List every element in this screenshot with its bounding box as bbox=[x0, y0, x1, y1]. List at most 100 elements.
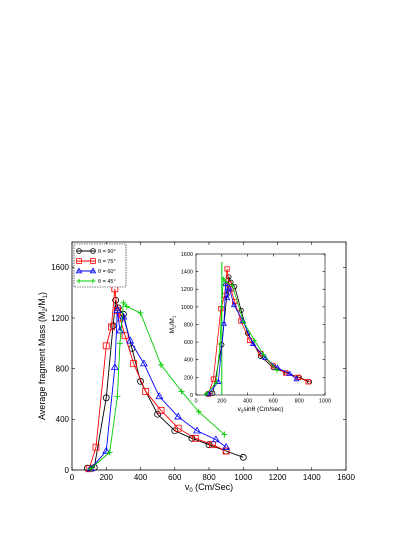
data-point bbox=[158, 361, 165, 368]
data-point bbox=[178, 388, 185, 395]
legend-label: θ = 90° bbox=[98, 249, 116, 255]
data-point bbox=[174, 412, 183, 420]
data-point bbox=[220, 320, 228, 326]
data-point bbox=[213, 380, 219, 385]
data-point bbox=[107, 323, 115, 331]
data-point bbox=[286, 370, 293, 376]
x-tick-label: 800 bbox=[202, 473, 216, 482]
legend-marker bbox=[89, 267, 97, 274]
data-point bbox=[102, 394, 110, 402]
data-point bbox=[241, 319, 246, 325]
data-point bbox=[191, 434, 199, 442]
data-point bbox=[120, 299, 127, 306]
data-point bbox=[106, 449, 113, 456]
y-tick-label: 1200 bbox=[181, 287, 193, 293]
y-tick-label: 1000 bbox=[181, 305, 193, 311]
legend-marker bbox=[90, 278, 96, 284]
y-tick-label: 400 bbox=[56, 415, 70, 424]
data-point bbox=[195, 408, 202, 415]
legend-marker bbox=[76, 278, 82, 284]
inset-chart: 0 200 400 600 800 1000 0 200 400 600 800 1000 1200 14… bbox=[169, 252, 331, 414]
data-point bbox=[155, 392, 164, 400]
data-point bbox=[239, 317, 247, 324]
series-line bbox=[90, 310, 227, 470]
data-point bbox=[249, 340, 257, 346]
x-tick-label: 1600 bbox=[337, 473, 355, 482]
x-tick-label: 0 bbox=[70, 473, 75, 482]
data-point bbox=[109, 322, 117, 330]
legend-label: θ = 75° bbox=[98, 259, 116, 265]
data-point bbox=[222, 279, 228, 284]
data-point bbox=[224, 294, 231, 301]
data-point bbox=[119, 312, 128, 320]
data-point bbox=[115, 326, 124, 334]
data-point bbox=[228, 286, 234, 292]
x-tick-label: 600 bbox=[168, 473, 182, 482]
legend-marker bbox=[76, 248, 82, 254]
series-line bbox=[87, 300, 244, 469]
data-point bbox=[102, 446, 111, 454]
x-tick-label: 1200 bbox=[269, 473, 287, 482]
legend-marker bbox=[75, 267, 83, 274]
data-point bbox=[123, 303, 130, 310]
y-tick-label: 800 bbox=[184, 322, 193, 328]
data-point bbox=[203, 391, 209, 397]
main-series bbox=[84, 285, 247, 473]
y-tick-label: 800 bbox=[56, 364, 70, 373]
x-tick-label: 0 bbox=[194, 399, 197, 405]
x-tick-label: 600 bbox=[269, 399, 278, 405]
data-point bbox=[217, 341, 223, 347]
x-tick-label: 400 bbox=[243, 399, 252, 405]
series-line bbox=[207, 283, 297, 395]
y-tick-label: 0 bbox=[190, 393, 193, 399]
inset-series bbox=[203, 262, 313, 397]
data-point bbox=[87, 465, 94, 472]
legend-marker bbox=[90, 248, 96, 254]
series-2 bbox=[85, 285, 230, 473]
y-tick-label: 1600 bbox=[51, 263, 69, 272]
data-point bbox=[222, 447, 230, 455]
data-point bbox=[252, 338, 257, 343]
data-point bbox=[215, 378, 222, 384]
data-point bbox=[226, 285, 233, 291]
legend-marker bbox=[76, 258, 82, 264]
y-tick-label: 1200 bbox=[51, 314, 69, 323]
data-point bbox=[126, 336, 135, 344]
legend-label: θ = 45° bbox=[98, 279, 116, 285]
data-point bbox=[137, 377, 144, 385]
data-point bbox=[116, 340, 123, 347]
data-point bbox=[113, 306, 122, 314]
inset-plot-frame bbox=[195, 253, 326, 396]
series-4 bbox=[203, 276, 280, 397]
data-point bbox=[219, 304, 224, 310]
data-point bbox=[110, 363, 119, 371]
series-4 bbox=[87, 299, 228, 472]
data-point bbox=[137, 309, 144, 316]
legend-marker bbox=[90, 258, 96, 264]
data-point bbox=[139, 359, 148, 367]
data-point bbox=[230, 301, 238, 308]
x-tick-label: 200 bbox=[100, 473, 114, 482]
main-x-axis-label: v0 (Cm/Sec) bbox=[185, 482, 233, 494]
legend: θ = 90° θ = 75° θ = 60° θ = 45° bbox=[73, 243, 127, 288]
data-point bbox=[261, 352, 266, 357]
data-point bbox=[130, 360, 138, 368]
main-y-axis-label: Average fragment Mass (M2/M1) bbox=[37, 292, 49, 420]
y-tick-label: 1400 bbox=[181, 270, 193, 276]
main-chart: 0 200 400 600 800 1000 1200 1400 1600 0 400 800 1200… bbox=[37, 241, 355, 494]
series-line bbox=[208, 268, 309, 395]
series-3 bbox=[86, 306, 231, 472]
inset-x-axis-label: v0sinθ (Cm/sec) bbox=[238, 406, 284, 414]
data-point bbox=[238, 307, 244, 313]
legend-label: θ = 60° bbox=[98, 269, 116, 275]
data-point bbox=[257, 353, 264, 359]
x-tick-label: 200 bbox=[217, 399, 226, 405]
data-point bbox=[102, 342, 110, 350]
data-point bbox=[274, 368, 280, 373]
x-tick-label: 1000 bbox=[234, 473, 252, 482]
data-point bbox=[222, 280, 229, 287]
data-point bbox=[210, 376, 217, 382]
data-point bbox=[193, 426, 202, 434]
y-tick-label: 600 bbox=[184, 340, 193, 346]
